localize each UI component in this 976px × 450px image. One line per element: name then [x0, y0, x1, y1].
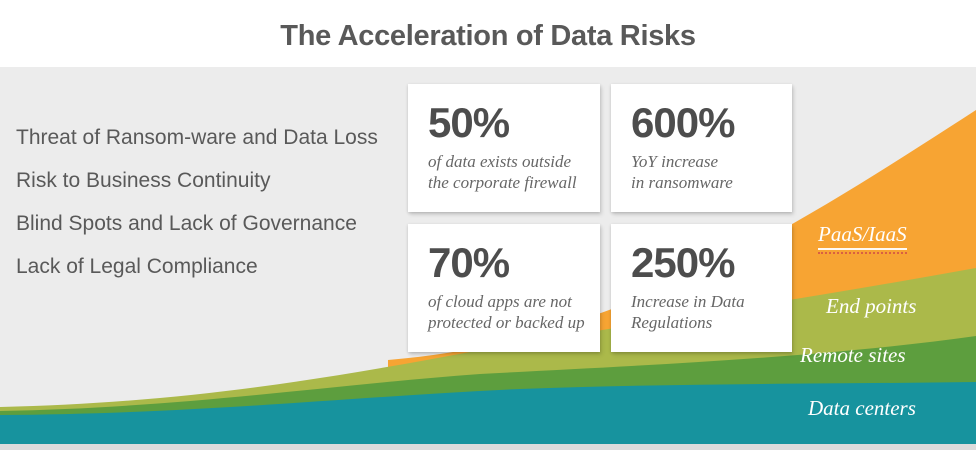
stat-caption-line: Increase in Data: [631, 292, 745, 312]
area-label-end-points: End points: [826, 294, 917, 318]
risk-item-ransomware: Threat of Ransom-ware and Data Loss: [16, 126, 378, 149]
stat-card-ransomware-increase: 600% YoY increase in ransomware: [611, 84, 792, 212]
area-label-data-centers: Data centers: [808, 396, 916, 420]
stat-value: 600%: [631, 99, 735, 146]
stat-caption: of data exists outside the corporate fir…: [428, 151, 588, 193]
stat-value: 50%: [428, 99, 510, 146]
stat-card-cloud-apps-unprotected: 70% of cloud apps are not protected or b…: [408, 224, 600, 352]
area-layer-data-centers: [0, 382, 976, 450]
risk-item-business-continuity: Risk to Business Continuity: [16, 169, 271, 192]
stat-caption-line: protected or backed up: [428, 313, 585, 333]
risk-item-legal-compliance: Lack of Legal Compliance: [16, 255, 258, 278]
area-label-remote-sites: Remote sites: [800, 343, 906, 367]
stat-value: 250%: [631, 239, 735, 286]
risk-item-blind-spots: Blind Spots and Lack of Governance: [16, 212, 357, 235]
bottom-edge-strip: [0, 444, 976, 450]
area-label-paas-iaas: PaaS/IaaS: [818, 222, 907, 254]
spellcheck-squiggle: [818, 252, 907, 254]
page-title: The Acceleration of Data Risks: [280, 20, 696, 52]
stat-caption: YoY increase in ransomware: [631, 151, 780, 193]
stat-caption-line: YoY increase: [631, 152, 719, 172]
stat-caption-line: Regulations: [631, 313, 713, 333]
risk-list: Threat of Ransom-ware and Data Loss Risk…: [16, 116, 416, 288]
stat-caption-line: of cloud apps are not: [428, 292, 572, 312]
paas-iaas-text: PaaS/IaaS: [818, 222, 907, 250]
stat-caption: of cloud apps are not protected or backe…: [428, 291, 588, 333]
stat-value: 70%: [428, 239, 510, 286]
stat-caption-line: the corporate firewall: [428, 173, 577, 193]
stat-card-data-outside-firewall: 50% of data exists outside the corporate…: [408, 84, 600, 212]
stat-caption: Increase in Data Regulations: [631, 291, 780, 333]
stat-card-data-regulations: 250% Increase in Data Regulations: [611, 224, 792, 352]
stat-caption-line: in ransomware: [631, 173, 733, 193]
title-band: [0, 0, 976, 67]
stat-caption-line: of data exists outside: [428, 152, 572, 172]
